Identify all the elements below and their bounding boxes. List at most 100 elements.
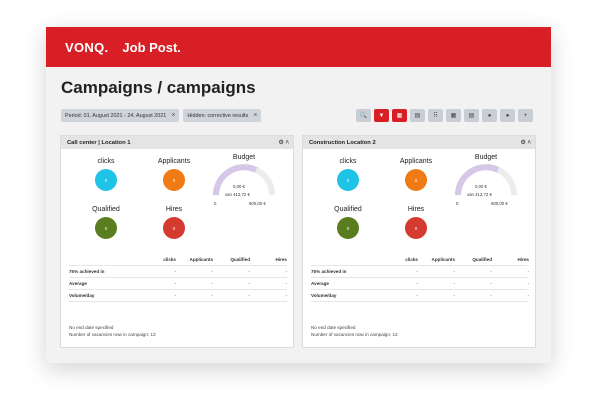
table-cell: - bbox=[490, 281, 492, 286]
end-date-note: No end date specified bbox=[69, 325, 114, 330]
table-cell: Applicants bbox=[189, 257, 213, 262]
metric-label: Hires bbox=[165, 206, 183, 213]
table-cell: - bbox=[285, 293, 287, 298]
table-cell: 75% achieved in bbox=[311, 269, 347, 274]
metric-hires: Hires 0 bbox=[391, 206, 441, 239]
table-cell: - bbox=[174, 293, 176, 298]
table-cell: - bbox=[527, 269, 529, 274]
metric-label: clicks bbox=[339, 158, 357, 165]
table-row: 75% achieved in - - - - bbox=[69, 266, 287, 278]
metric-qualified: Qualified 0 bbox=[81, 206, 131, 239]
table-row: Volume/day - - - - bbox=[311, 290, 529, 302]
metric-value: 0 bbox=[163, 169, 185, 191]
metric-value: 0 bbox=[95, 217, 117, 239]
table-cell: - bbox=[416, 293, 418, 298]
table-cell: - bbox=[453, 293, 455, 298]
calendar-icon[interactable]: ▦ bbox=[392, 109, 407, 122]
table-icon[interactable]: ▦ bbox=[446, 109, 461, 122]
panel-title: Construction Location 2 bbox=[309, 139, 376, 146]
table-cell: clicks bbox=[163, 257, 176, 262]
budget-max: 600,00 € bbox=[491, 201, 508, 206]
filter-bar: Period: 01. August 2021 - 24. August 202… bbox=[61, 109, 262, 122]
budget-gauge: Budget 0,00 € van 412,72 € 0 600,00 € bbox=[209, 154, 279, 206]
metric-label: Hires bbox=[407, 206, 425, 213]
grid-icon[interactable]: ▤ bbox=[410, 109, 425, 122]
budget-value: 0,00 € bbox=[475, 184, 487, 189]
table-row: 75% achieved in - - - - bbox=[311, 266, 529, 278]
brand-logo[interactable]: VONQ. bbox=[65, 39, 109, 55]
table-cell: Average bbox=[69, 281, 87, 286]
document-icon[interactable]: ▤ bbox=[464, 109, 479, 122]
check-circle-icon[interactable]: ● bbox=[482, 109, 497, 122]
close-icon[interactable]: × bbox=[171, 112, 176, 119]
table-cell: Volume/day bbox=[69, 293, 95, 298]
table-header: clicks Applicants Qualified Hires bbox=[311, 254, 529, 266]
table-cell: - bbox=[453, 281, 455, 286]
budget-label: Budget bbox=[474, 154, 498, 161]
metric-value: 0 bbox=[337, 217, 359, 239]
product-name: Job Post. bbox=[122, 39, 181, 55]
table-cell: Average bbox=[311, 281, 329, 286]
metric-value: 0 bbox=[95, 169, 117, 191]
campaign-panel: Construction Location 2 ⚙ ˄ clicks 0 App… bbox=[302, 135, 536, 348]
metric-qualified: Qualified 0 bbox=[323, 206, 373, 239]
table-cell: - bbox=[248, 281, 250, 286]
metric-value: 0 bbox=[405, 169, 427, 191]
metric-clicks: clicks 0 bbox=[323, 158, 373, 191]
filter-chip-hidden[interactable]: Hidden: corrective results × bbox=[183, 109, 262, 122]
add-icon[interactable]: + bbox=[518, 109, 533, 122]
table-cell: Hires bbox=[517, 257, 530, 262]
metric-hires: Hires 0 bbox=[149, 206, 199, 239]
metric-label: Applicants bbox=[399, 158, 433, 165]
vacancy-count: Number of vacancies now in campaign: 13 bbox=[69, 332, 156, 337]
metric-applicants: Applicants 0 bbox=[391, 158, 441, 191]
close-icon[interactable]: × bbox=[253, 112, 258, 119]
metric-clicks: clicks 0 bbox=[81, 158, 131, 191]
metric-value: 0 bbox=[405, 217, 427, 239]
budget-min: 0 bbox=[456, 201, 459, 206]
metric-label: clicks bbox=[97, 158, 115, 165]
budget-max: 600,00 € bbox=[249, 201, 266, 206]
filter-chip-label: Period: 01. August 2021 - 24. August 202… bbox=[65, 112, 167, 119]
budget-min: 0 bbox=[214, 201, 217, 206]
pie-icon[interactable]: ● bbox=[500, 109, 515, 122]
filter-icon[interactable]: ▼ bbox=[374, 109, 389, 122]
table-cell: - bbox=[453, 269, 455, 274]
table-cell: - bbox=[416, 281, 418, 286]
toolbar: 🔍 ▼ ▦ ▤ ⠿ ▦ ▤ ● ● + bbox=[356, 109, 533, 122]
table-cell: - bbox=[211, 281, 213, 286]
vacancy-count: Number of vacancies now in campaign: 13 bbox=[311, 332, 398, 337]
panel-footer: No end date specified Number of vacancie… bbox=[311, 324, 398, 338]
metric-label: Applicants bbox=[157, 158, 191, 165]
gauge-arc bbox=[455, 164, 517, 196]
gear-icon[interactable]: ⚙ ˄ bbox=[278, 140, 289, 146]
filter-chip-period[interactable]: Period: 01. August 2021 - 24. August 202… bbox=[61, 109, 180, 122]
metric-value: 0 bbox=[337, 169, 359, 191]
stats-table: clicks Applicants Qualified Hires 75% ac… bbox=[69, 254, 287, 302]
table-cell: - bbox=[211, 269, 213, 274]
table-cell: Qualified bbox=[472, 257, 492, 262]
table-cell: - bbox=[285, 281, 287, 286]
budget-value: 0,00 € bbox=[233, 184, 245, 189]
table-cell: - bbox=[248, 269, 250, 274]
table-cell: - bbox=[416, 269, 418, 274]
search-icon[interactable]: 🔍 bbox=[356, 109, 371, 122]
metric-applicants: Applicants 0 bbox=[149, 158, 199, 191]
app-window: VONQ. Job Post. Campaigns / campaigns Pe… bbox=[46, 27, 551, 363]
stats-table: clicks Applicants Qualified Hires 75% ac… bbox=[311, 254, 529, 302]
budget-of: van 412,72 € bbox=[467, 192, 492, 197]
table-cell: - bbox=[527, 281, 529, 286]
metric-value: 0 bbox=[163, 217, 185, 239]
panel-title: Call center | Location 1 bbox=[67, 139, 131, 146]
page-title: Campaigns / campaigns bbox=[61, 78, 256, 97]
table-cell: Qualified bbox=[230, 257, 250, 262]
filter-chip-label: Hidden: corrective results bbox=[187, 112, 249, 119]
metric-label: Qualified bbox=[334, 206, 362, 213]
table-cell: - bbox=[248, 293, 250, 298]
table-cell: Hires bbox=[275, 257, 288, 262]
table-row: Volume/day - - - - bbox=[69, 290, 287, 302]
dots-grid-icon[interactable]: ⠿ bbox=[428, 109, 443, 122]
table-cell: - bbox=[527, 293, 529, 298]
table-cell: Applicants bbox=[431, 257, 455, 262]
gear-icon[interactable]: ⚙ ˄ bbox=[520, 140, 531, 146]
